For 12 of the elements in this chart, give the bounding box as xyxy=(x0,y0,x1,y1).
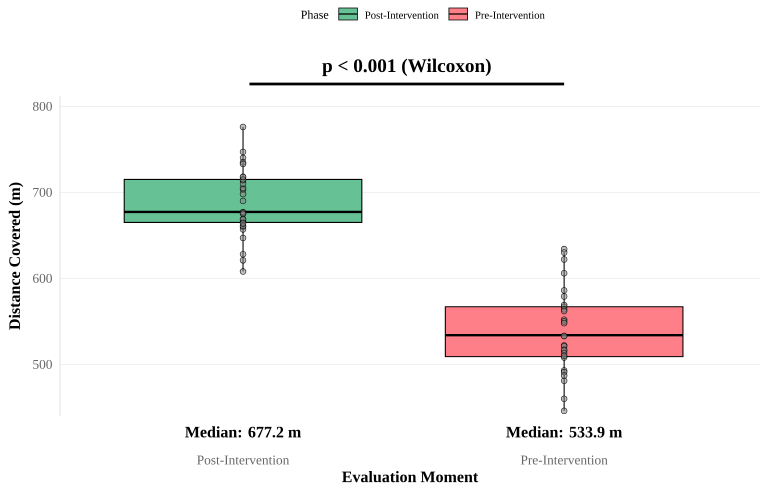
legend-label: Post-Intervention xyxy=(365,12,439,19)
legend-label: Pre-Intervention xyxy=(475,12,545,19)
x-axis-title: Evaluation Moment xyxy=(342,471,478,482)
text: Median: 533.9 m xyxy=(506,426,622,438)
y-tick-label: 600 xyxy=(33,274,52,283)
text: Median: 677.2 m xyxy=(185,426,301,438)
legend-title: Phase xyxy=(301,10,328,19)
y-tick-label: 800 xyxy=(32,102,52,111)
y-axis-title: Distance Covered (m) xyxy=(8,182,24,330)
chart-title: p < 0.001 (Wilcoxon) xyxy=(322,58,491,76)
y-tick-label: 700 xyxy=(33,188,52,197)
y-tick-label: 500 xyxy=(33,360,52,369)
